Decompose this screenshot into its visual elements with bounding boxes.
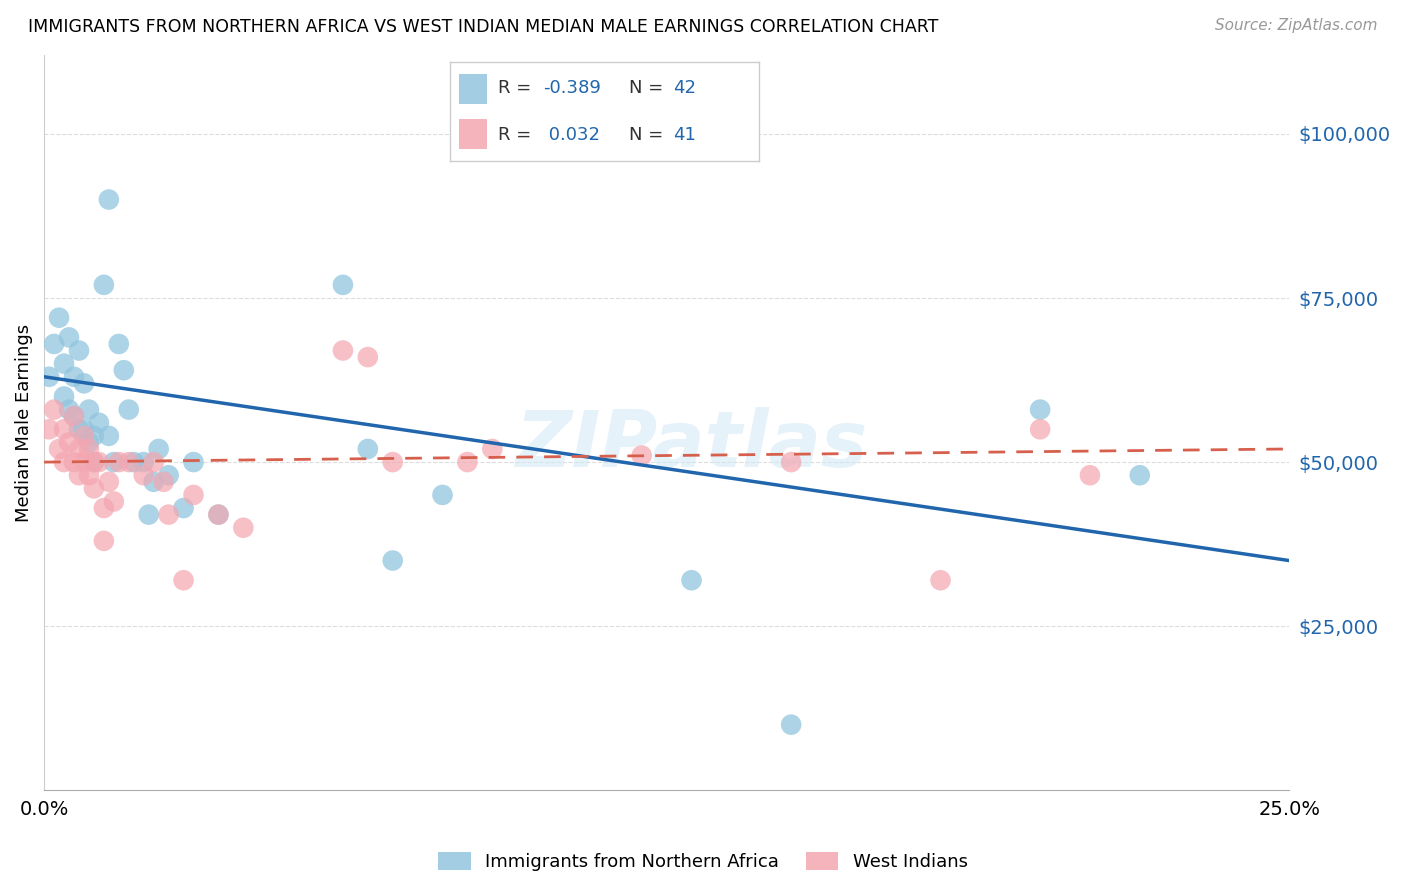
Immigrants from Northern Africa [132,455,155,469]
West Indians [157,508,180,522]
Immigrants from Northern Africa [432,488,454,502]
Immigrants from Northern Africa [357,442,380,456]
Y-axis label: Median Male Earnings: Median Male Earnings [15,324,32,522]
Immigrants from Northern Africa [173,501,195,516]
Text: R =: R = [498,126,537,144]
West Indians [53,455,76,469]
Immigrants from Northern Africa [48,310,70,325]
Immigrants from Northern Africa [53,357,76,371]
Immigrants from Northern Africa [1029,402,1052,417]
Immigrants from Northern Africa [780,717,803,731]
Immigrants from Northern Africa [73,422,96,436]
West Indians [93,533,115,548]
Immigrants from Northern Africa [142,475,165,489]
West Indians [456,455,478,469]
Text: ZIPatlas: ZIPatlas [516,407,868,483]
West Indians [780,455,803,469]
West Indians [142,455,165,469]
Immigrants from Northern Africa [138,508,160,522]
West Indians [1078,468,1101,483]
Immigrants from Northern Africa [148,442,170,456]
West Indians [183,488,205,502]
Immigrants from Northern Africa [63,369,86,384]
West Indians [173,574,195,588]
Text: N =: N = [630,79,669,97]
Immigrants from Northern Africa [681,574,703,588]
West Indians [929,574,952,588]
Immigrants from Northern Africa [77,402,100,417]
West Indians [63,409,86,424]
Bar [460,120,486,149]
West Indians [77,468,100,483]
Legend: Immigrants from Northern Africa, West Indians: Immigrants from Northern Africa, West In… [430,845,976,879]
West Indians [630,449,652,463]
West Indians [118,455,141,469]
West Indians [108,455,131,469]
West Indians [481,442,503,456]
Immigrants from Northern Africa [38,369,60,384]
West Indians [357,350,380,364]
Immigrants from Northern Africa [53,389,76,403]
Text: R =: R = [498,79,537,97]
Immigrants from Northern Africa [83,429,105,443]
Immigrants from Northern Africa [73,376,96,391]
West Indians [207,508,229,522]
Immigrants from Northern Africa [67,422,90,436]
Immigrants from Northern Africa [118,402,141,417]
West Indians [73,429,96,443]
West Indians [63,455,86,469]
Immigrants from Northern Africa [183,455,205,469]
Immigrants from Northern Africa [67,343,90,358]
Text: 41: 41 [672,126,696,144]
West Indians [381,455,404,469]
Text: -0.389: -0.389 [543,79,600,97]
West Indians [67,468,90,483]
Text: N =: N = [630,126,669,144]
West Indians [132,468,155,483]
West Indians [103,494,125,508]
Immigrants from Northern Africa [83,455,105,469]
Immigrants from Northern Africa [42,337,65,351]
West Indians [93,501,115,516]
West Indians [332,343,354,358]
Immigrants from Northern Africa [112,363,135,377]
Immigrants from Northern Africa [122,455,145,469]
Immigrants from Northern Africa [157,468,180,483]
Immigrants from Northern Africa [63,409,86,424]
West Indians [77,442,100,456]
Text: 0.032: 0.032 [543,126,600,144]
Immigrants from Northern Africa [381,553,404,567]
Text: Source: ZipAtlas.com: Source: ZipAtlas.com [1215,18,1378,33]
West Indians [48,442,70,456]
Immigrants from Northern Africa [332,277,354,292]
West Indians [232,521,254,535]
West Indians [152,475,174,489]
Text: IMMIGRANTS FROM NORTHERN AFRICA VS WEST INDIAN MEDIAN MALE EARNINGS CORRELATION : IMMIGRANTS FROM NORTHERN AFRICA VS WEST … [28,18,938,36]
West Indians [73,455,96,469]
West Indians [97,475,120,489]
Immigrants from Northern Africa [108,337,131,351]
Immigrants from Northern Africa [97,193,120,207]
Immigrants from Northern Africa [207,508,229,522]
Immigrants from Northern Africa [97,429,120,443]
West Indians [83,455,105,469]
West Indians [53,422,76,436]
Immigrants from Northern Africa [1129,468,1152,483]
West Indians [87,455,110,469]
West Indians [1029,422,1052,436]
West Indians [83,481,105,495]
Bar [460,74,486,103]
Immigrants from Northern Africa [87,416,110,430]
Immigrants from Northern Africa [77,435,100,450]
West Indians [38,422,60,436]
Text: 42: 42 [672,79,696,97]
Immigrants from Northern Africa [103,455,125,469]
Immigrants from Northern Africa [58,402,80,417]
Immigrants from Northern Africa [93,277,115,292]
West Indians [67,442,90,456]
Immigrants from Northern Africa [58,330,80,344]
West Indians [58,435,80,450]
West Indians [42,402,65,417]
